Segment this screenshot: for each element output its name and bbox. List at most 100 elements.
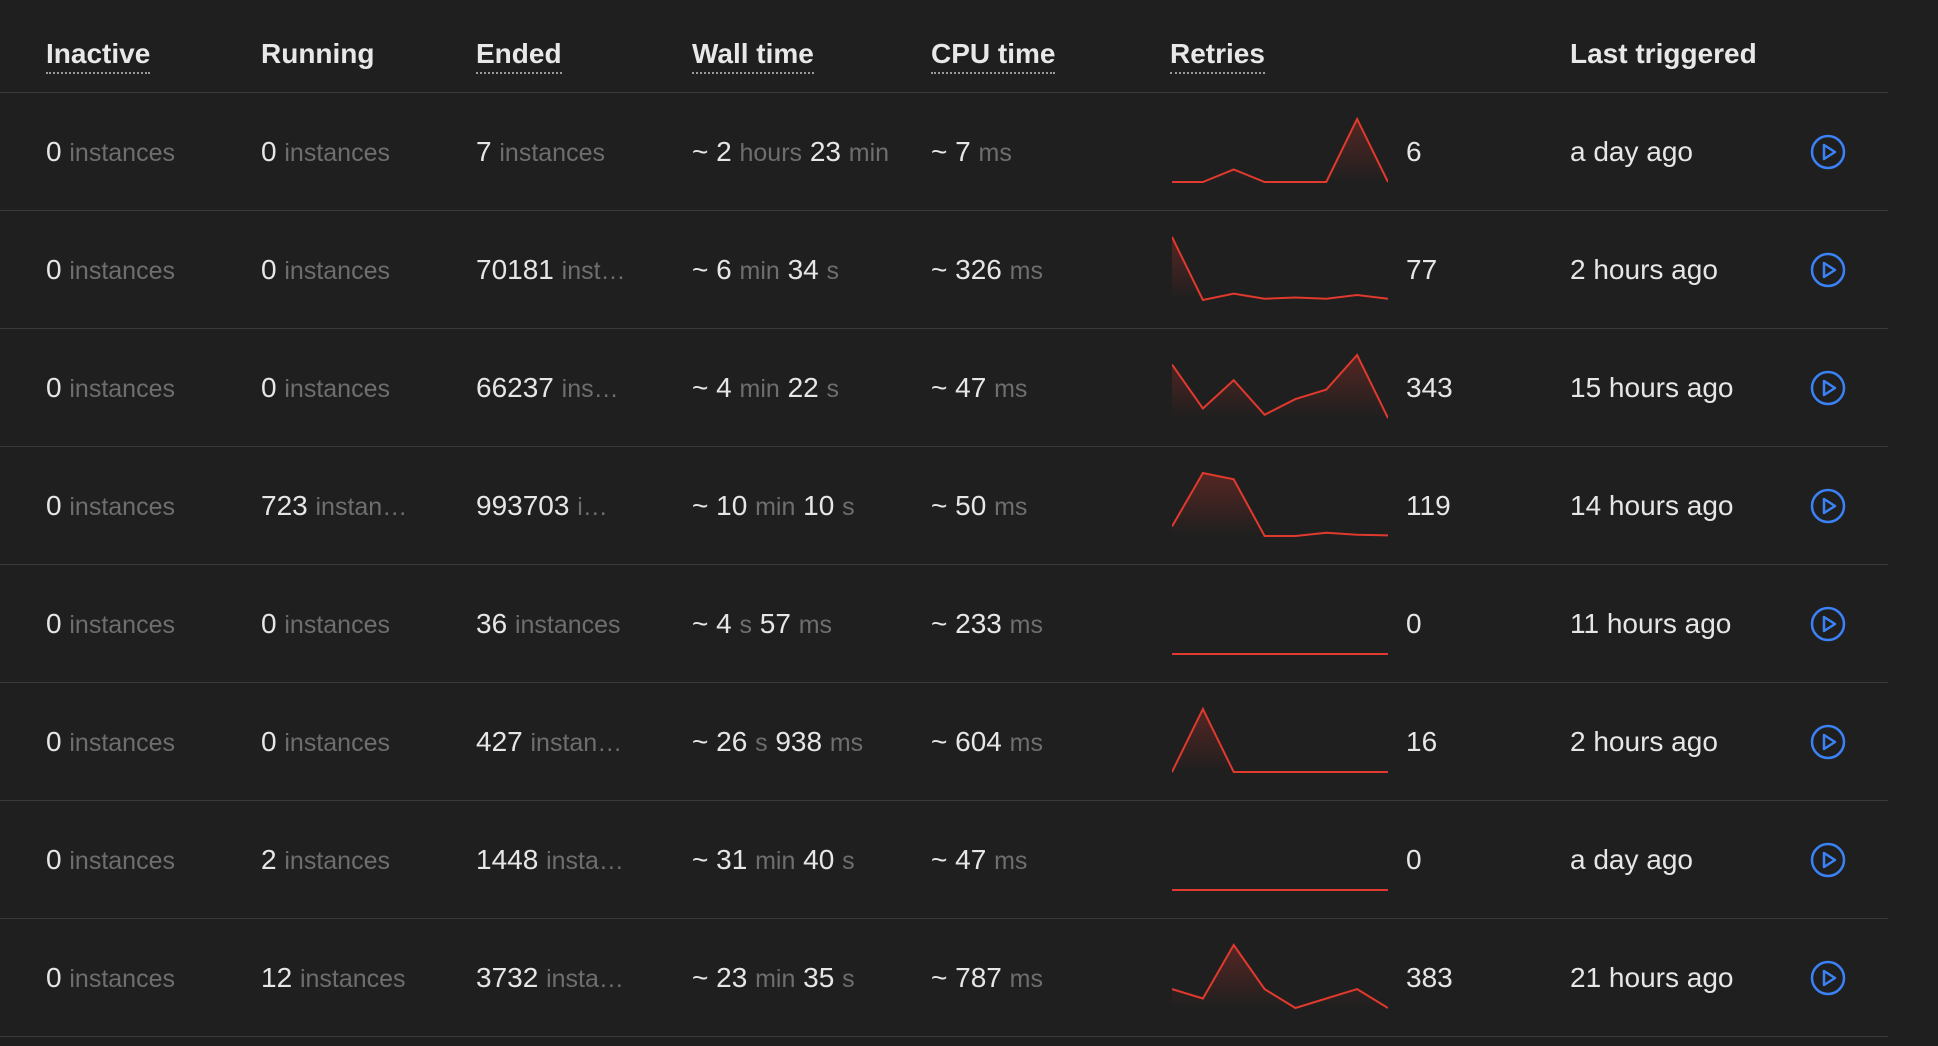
column-header-ended[interactable]: Ended — [476, 38, 562, 74]
wall-time-cell: ~ 4 s 57 ms — [692, 565, 922, 682]
cpu-time-cell: ~ 604 ms — [931, 683, 1151, 800]
table-row[interactable]: 0 instances 0 instances 70181 inst… ~ 6 … — [0, 211, 1888, 329]
column-header-cpu-time[interactable]: CPU time — [931, 38, 1056, 74]
play-circle-icon[interactable] — [1809, 605, 1847, 643]
play-circle-icon[interactable] — [1809, 251, 1847, 289]
ended-cell: 3732 insta… — [476, 919, 626, 1036]
wall-time-unit-a: min — [739, 375, 780, 403]
cpu-time-value: 47 — [955, 372, 987, 403]
table-row[interactable]: 0 instances 0 instances 66237 ins… ~ 4 m… — [0, 329, 1888, 447]
wall-time-value-a: 26 — [716, 726, 748, 757]
running-cell: 0 instances — [261, 93, 421, 210]
cpu-time-value: 326 — [955, 254, 1002, 285]
wall-time-unit-a: min — [755, 847, 796, 875]
cpu-time-approx: ~ — [931, 844, 956, 875]
running-cell-unit: instances — [284, 611, 390, 639]
play-circle-icon[interactable] — [1809, 959, 1847, 997]
table-row[interactable]: 0 instances 2 instances 1448 insta… ~ 31… — [0, 801, 1888, 919]
wall-time-unit-a: s — [739, 611, 753, 639]
cpu-time-unit: ms — [994, 375, 1028, 403]
table-row[interactable]: 0 instances 0 instances 36 instances ~ 4… — [0, 565, 1888, 683]
inactive-cell-unit: instances — [69, 257, 175, 285]
wall-time-cell: ~ 2 hours 23 min — [692, 93, 922, 210]
retries-sparkline — [1172, 697, 1388, 787]
inactive-cell-count: 0 — [46, 962, 62, 993]
inactive-cell: 0 instances — [46, 565, 236, 682]
inactive-cell-count: 0 — [46, 608, 62, 639]
running-cell-unit: instan… — [315, 493, 408, 521]
running-cell-count: 0 — [261, 136, 277, 167]
table-row[interactable]: 0 instances 0 instances 427 instan… ~ 26… — [0, 683, 1888, 801]
wall-time-value-b: 23 — [809, 136, 841, 167]
cpu-time-unit: ms — [1009, 611, 1043, 639]
wall-time-unit-b: min — [848, 139, 890, 167]
running-cell-count: 0 — [261, 726, 277, 757]
running-cell-unit: instances — [284, 139, 390, 167]
inactive-cell-count: 0 — [46, 372, 62, 403]
ended-cell: 36 instances — [476, 565, 626, 682]
ended-cell-unit: instances — [499, 139, 605, 167]
running-cell-unit: instances — [284, 847, 390, 875]
ended-cell-count: 36 — [476, 608, 508, 639]
cpu-time-unit: ms — [1009, 729, 1043, 757]
wall-time-value-a: 10 — [716, 490, 748, 521]
wall-time-value-b: 35 — [803, 962, 835, 993]
cpu-time-approx: ~ — [931, 726, 956, 757]
sparkline-line — [1172, 353, 1388, 419]
play-circle-icon[interactable] — [1809, 487, 1847, 525]
cpu-time-value: 787 — [955, 962, 1002, 993]
wall-time-cell: ~ 31 min 40 s — [692, 801, 922, 918]
ended-cell-count: 427 — [476, 726, 523, 757]
retries-count: 77 — [1406, 254, 1438, 285]
wall-time-approx: ~ — [692, 608, 717, 639]
retries-count: 383 — [1406, 962, 1453, 993]
sparkline-line — [1172, 943, 1388, 1010]
play-circle-icon[interactable] — [1809, 133, 1847, 171]
last-triggered: 21 hours ago — [1570, 962, 1734, 993]
wall-time-unit-b: ms — [829, 729, 864, 757]
column-header-retries[interactable]: Retries — [1170, 38, 1265, 74]
cpu-time-approx: ~ — [931, 372, 956, 403]
table-row[interactable]: 0 instances 0 instances 7 instances ~ 2 … — [0, 93, 1888, 211]
wall-time-approx: ~ — [692, 372, 717, 403]
running-cell-count: 0 — [261, 608, 277, 639]
running-cell-count: 0 — [261, 254, 277, 285]
sparkline-area — [1172, 473, 1388, 536]
running-cell: 0 instances — [261, 565, 421, 682]
wall-time-cell: ~ 4 min 22 s — [692, 329, 922, 446]
table-row[interactable]: 0 instances 12 instances 3732 insta… ~ 2… — [0, 919, 1888, 1037]
last-triggered: 15 hours ago — [1570, 372, 1734, 403]
wall-time-cell: ~ 26 s 938 ms — [692, 683, 922, 800]
play-circle-icon[interactable] — [1809, 369, 1847, 407]
sparkline-area — [1172, 237, 1388, 300]
column-header-inactive[interactable]: Inactive — [46, 38, 151, 74]
column-header-running: Running — [261, 38, 375, 69]
inactive-cell-unit: instances — [69, 965, 175, 993]
retries-count: 16 — [1406, 726, 1438, 757]
cpu-time-unit: ms — [1009, 257, 1043, 285]
wall-time-approx: ~ — [692, 254, 717, 285]
cpu-time-cell: ~ 7 ms — [931, 93, 1151, 210]
workflows-table: Inactive Running Ended Wall time CPU tim… — [0, 38, 1888, 1037]
wall-time-approx: ~ — [692, 136, 717, 167]
inactive-cell-unit: instances — [69, 139, 175, 167]
inactive-cell-unit: instances — [69, 729, 175, 757]
table-row[interactable]: 0 instances 723 instan… 993703 i… ~ 10 m… — [0, 447, 1888, 565]
cpu-time-cell: ~ 50 ms — [931, 447, 1151, 564]
column-header-wall-time[interactable]: Wall time — [692, 38, 814, 74]
retries-sparkline — [1172, 343, 1388, 433]
wall-time-approx: ~ — [692, 844, 717, 875]
wall-time-unit-b: s — [826, 257, 840, 285]
wall-time-value-b: 10 — [803, 490, 835, 521]
play-circle-icon[interactable] — [1809, 841, 1847, 879]
play-circle-icon[interactable] — [1809, 723, 1847, 761]
wall-time-unit-b: ms — [798, 611, 833, 639]
retries-sparkline — [1172, 107, 1388, 197]
retries-sparkline — [1172, 461, 1388, 551]
ended-cell: 7 instances — [476, 93, 626, 210]
running-cell: 0 instances — [261, 683, 421, 800]
cpu-time-unit: ms — [994, 847, 1028, 875]
inactive-cell: 0 instances — [46, 801, 236, 918]
inactive-cell: 0 instances — [46, 211, 236, 328]
sparkline-line — [1172, 116, 1388, 183]
